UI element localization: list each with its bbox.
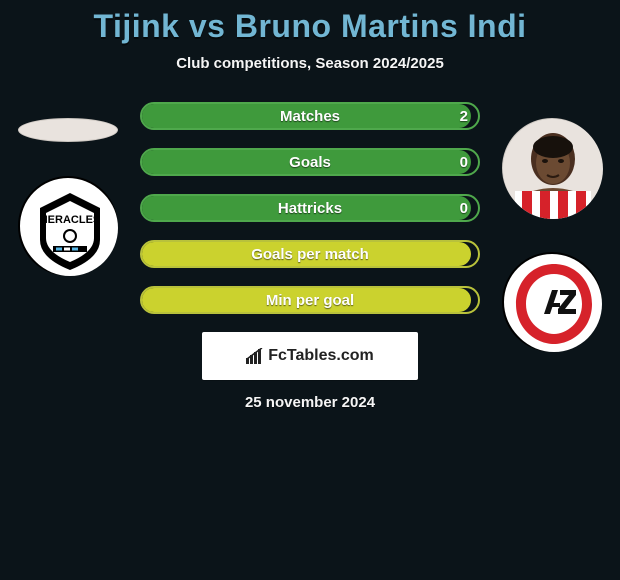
stat-bar-row: Min per goal — [140, 286, 480, 314]
player-left-club-logo: HERACLES — [18, 176, 118, 276]
stat-bar-label: Goals — [140, 148, 480, 176]
player-right-club-logo — [502, 252, 602, 352]
svg-text:HERACLES: HERACLES — [40, 214, 101, 226]
footer-brand-card: FcTables.com — [202, 332, 418, 380]
stat-bar-row: Matches2 — [140, 102, 480, 130]
stat-bar-label: Min per goal — [140, 286, 480, 314]
page-title: Tijink vs Bruno Martins Indi — [0, 0, 620, 45]
stat-bar-value-right: 2 — [460, 102, 468, 130]
player-right-avatar — [502, 118, 602, 218]
right-player-column — [492, 118, 612, 352]
left-player-column: HERACLES — [8, 118, 128, 276]
stat-bar-row: Goals0 — [140, 148, 480, 176]
stat-bar-label: Matches — [140, 102, 480, 130]
stat-bar-row: Hattricks0 — [140, 194, 480, 222]
stat-bar-value-right: 0 — [460, 148, 468, 176]
player-left-avatar — [18, 118, 118, 142]
page-subtitle: Club competitions, Season 2024/2025 — [0, 55, 620, 72]
footer-brand-text: FcTables.com — [268, 347, 374, 365]
stat-bars: Matches2Goals0Hattricks0Goals per matchM… — [140, 102, 480, 314]
chart-icon — [246, 348, 264, 364]
stat-bar-row: Goals per match — [140, 240, 480, 268]
date-text: 25 november 2024 — [0, 394, 620, 411]
stat-bar-label: Goals per match — [140, 240, 480, 268]
stat-bar-label: Hattricks — [140, 194, 480, 222]
stat-bar-value-right: 0 — [460, 194, 468, 222]
